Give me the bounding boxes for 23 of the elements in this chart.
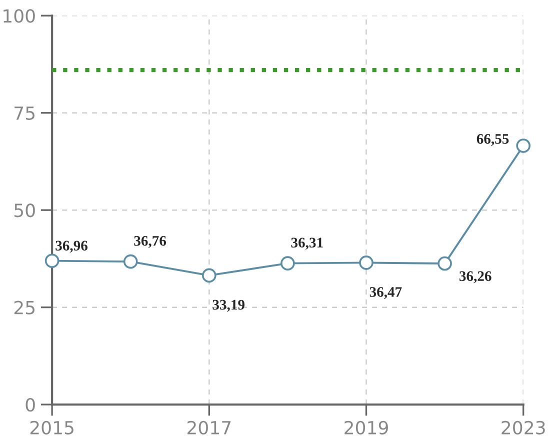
point xyxy=(44,254,60,268)
point xyxy=(516,138,530,153)
y-tick-label: 75 xyxy=(14,106,35,120)
y-tick-label: 0 xyxy=(26,398,35,412)
x-tick-label: 2015 xyxy=(30,420,74,434)
point xyxy=(280,256,295,270)
point xyxy=(359,256,374,270)
point xyxy=(438,256,452,271)
y-tick-label: 50 xyxy=(14,204,35,218)
data-label: 66,55 xyxy=(476,134,509,146)
point xyxy=(123,254,138,269)
x-tick-label: 2023 xyxy=(502,420,545,434)
y-tick-label: 25 xyxy=(14,300,35,314)
data-label: 33,19 xyxy=(212,300,244,312)
point xyxy=(202,268,216,283)
data-label: 36,76 xyxy=(134,236,166,248)
data-label: 36,47 xyxy=(370,287,402,300)
data-label: 36,96 xyxy=(56,240,88,253)
x-tick-label: 2019 xyxy=(344,420,388,434)
data-label: 36,31 xyxy=(291,238,323,250)
y-tick-label: 100 xyxy=(4,9,35,23)
data-label: 36,26 xyxy=(459,271,492,284)
x-tick-label: 2017 xyxy=(188,420,231,434)
